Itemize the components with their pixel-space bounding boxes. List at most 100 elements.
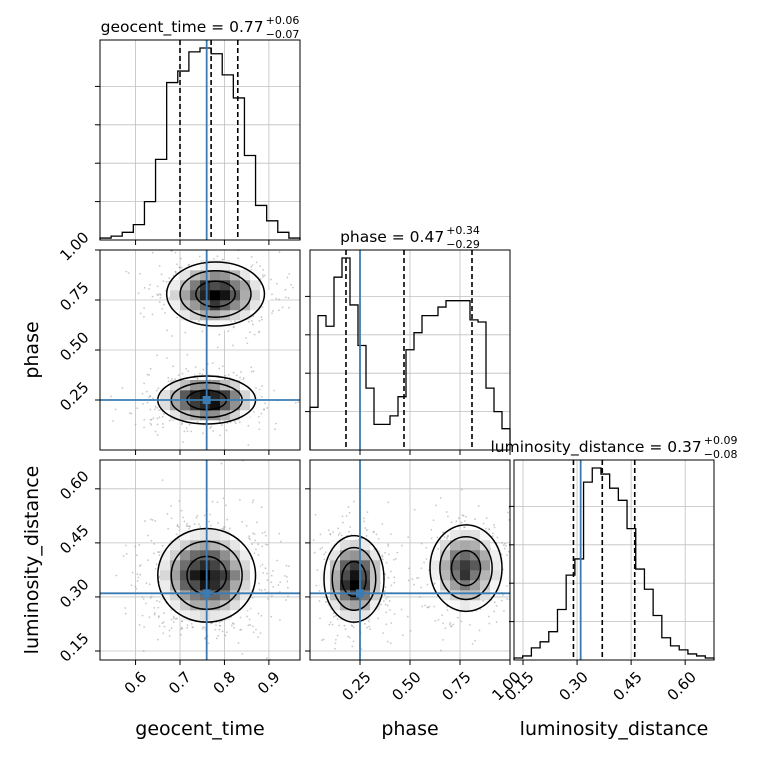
sample-point xyxy=(252,370,255,373)
sample-point xyxy=(270,278,272,281)
sample-point xyxy=(218,628,221,631)
sample-point xyxy=(161,307,164,310)
contour-level xyxy=(179,270,252,318)
density-cell xyxy=(240,280,251,291)
title-plus: +0.34 xyxy=(446,224,480,237)
sample-point xyxy=(203,626,206,629)
sample-point xyxy=(210,622,213,625)
sample-point xyxy=(252,631,255,634)
density-cell xyxy=(200,390,211,401)
sample-point xyxy=(232,371,235,374)
sample-point xyxy=(248,537,250,539)
density-cell xyxy=(320,580,331,591)
sample-point xyxy=(260,412,263,415)
sample-point xyxy=(247,624,250,627)
sample-point xyxy=(367,620,370,623)
sample-point xyxy=(266,572,268,575)
sample-point xyxy=(253,333,256,336)
sample-point xyxy=(180,509,183,512)
density-cell xyxy=(240,570,251,581)
sample-point xyxy=(180,633,182,636)
sample-point xyxy=(439,649,442,652)
sample-point xyxy=(264,567,267,570)
sample-point xyxy=(258,421,261,424)
sample-point xyxy=(386,604,389,607)
sample-point xyxy=(450,521,453,524)
sample-point xyxy=(493,601,496,604)
sample-point xyxy=(185,427,188,429)
sample-point xyxy=(201,627,204,630)
sample-point xyxy=(157,387,160,390)
sample-point xyxy=(285,564,288,567)
sample-point xyxy=(387,545,390,547)
sample-point xyxy=(389,533,392,536)
sample-point xyxy=(158,554,161,556)
sample-point xyxy=(233,420,236,423)
sample-point xyxy=(172,621,175,623)
sample-point xyxy=(158,600,161,603)
sample-point xyxy=(165,280,168,283)
density-cell xyxy=(190,610,201,621)
sample-point xyxy=(145,582,148,585)
sample-point xyxy=(383,594,386,596)
sample-point xyxy=(368,625,371,628)
y-axis-label-luminosity_distance: luminosity_distance xyxy=(21,466,43,655)
sample-point xyxy=(178,500,181,502)
sample-point xyxy=(247,320,250,323)
sample-point xyxy=(214,628,217,631)
sample-point xyxy=(167,376,170,379)
density-cell xyxy=(240,580,251,591)
density-cell xyxy=(200,540,211,551)
sample-point xyxy=(283,574,286,577)
sample-point xyxy=(224,374,227,377)
sample-point xyxy=(420,542,423,545)
x-tick-label: 0.50 xyxy=(388,668,424,704)
sample-point xyxy=(264,543,267,546)
density-cell xyxy=(200,580,211,591)
density-cell xyxy=(210,400,221,411)
sample-point xyxy=(176,263,178,266)
density-cell xyxy=(180,590,191,601)
sample-point xyxy=(181,422,184,425)
sample-point xyxy=(250,265,253,268)
x-axis-label-phase: phase xyxy=(381,718,438,740)
density-cell xyxy=(210,320,221,331)
contour-level xyxy=(165,261,266,327)
sample-point xyxy=(146,373,149,376)
density-cell xyxy=(180,310,191,321)
sample-point xyxy=(242,378,245,381)
sample-point xyxy=(411,578,414,581)
sample-point xyxy=(148,616,151,619)
sample-point xyxy=(202,368,205,371)
sample-point xyxy=(332,615,335,618)
sample-point xyxy=(323,558,326,561)
sample-point xyxy=(280,540,282,543)
density-cell xyxy=(190,550,201,561)
sample-point xyxy=(247,444,250,446)
sample-point xyxy=(263,408,265,411)
density-cell xyxy=(460,530,471,541)
sample-point xyxy=(178,266,181,269)
sample-point xyxy=(406,615,409,618)
sample-point xyxy=(241,652,244,655)
density-cell xyxy=(210,410,221,421)
sample-point xyxy=(223,526,226,528)
sample-point xyxy=(227,373,230,376)
density-cell xyxy=(160,560,171,571)
sample-point xyxy=(390,584,393,587)
sample-point xyxy=(425,547,428,549)
density-cell xyxy=(190,560,201,571)
sample-point xyxy=(112,420,115,423)
density-cell xyxy=(240,390,251,401)
sample-point xyxy=(167,380,170,383)
sample-point xyxy=(375,533,378,536)
density-cell xyxy=(470,530,481,541)
density-cell xyxy=(220,540,231,551)
sample-point xyxy=(434,582,436,585)
sample-point xyxy=(363,622,366,625)
sample-point xyxy=(188,263,191,266)
sample-point xyxy=(503,547,506,550)
sample-point xyxy=(249,624,252,626)
density-cell xyxy=(180,280,191,291)
sample-point xyxy=(156,354,159,357)
